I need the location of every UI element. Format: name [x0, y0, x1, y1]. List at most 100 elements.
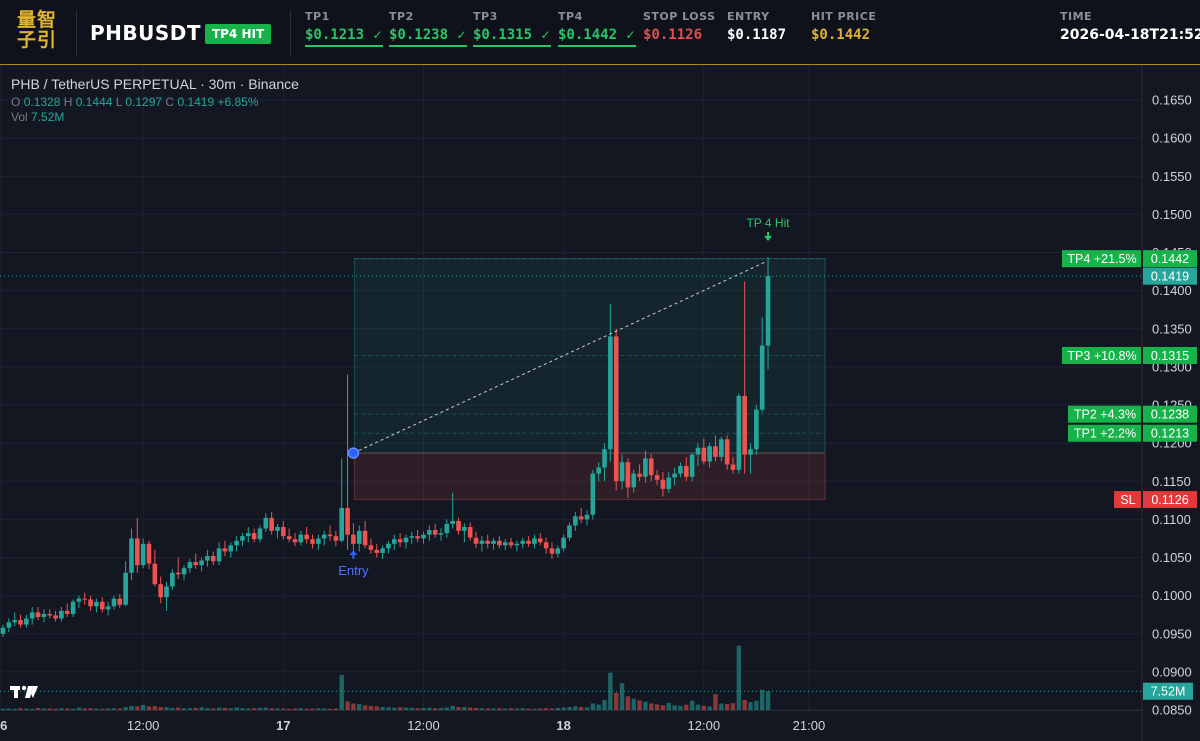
- volume-bar: [88, 708, 93, 710]
- candle-body: [473, 537, 479, 544]
- volume-bar: [631, 698, 636, 710]
- candle-body: [339, 507, 345, 541]
- volume-bar: [298, 708, 304, 710]
- candle-body: [70, 601, 76, 614]
- candle-body: [59, 610, 64, 619]
- volume-bar: [538, 708, 543, 710]
- candle-body: [759, 345, 765, 410]
- volume-bar: [76, 707, 82, 710]
- candle-body: [6, 622, 12, 628]
- volume-bar: [748, 702, 753, 710]
- chart-legend-title: PHB / TetherUS PERPETUAL · 30m · Binance: [11, 76, 299, 92]
- volume-bar: [491, 708, 496, 710]
- candle-body: [713, 446, 718, 457]
- volume-bar: [596, 704, 601, 710]
- candle-body: [625, 462, 631, 488]
- volume-bar: [672, 705, 677, 710]
- volume-bar: [561, 707, 566, 710]
- candle-body: [298, 534, 304, 543]
- close-label: C: [165, 95, 175, 109]
- volume-bar: [59, 708, 64, 710]
- candle-body: [82, 598, 88, 600]
- candle-body: [41, 613, 47, 617]
- volume-bar: [555, 707, 560, 710]
- volume-bar: [70, 708, 76, 710]
- field-tp4: TP4 $0.1442 ✓: [558, 10, 636, 47]
- field-value: $0.1315 ✓: [473, 27, 551, 47]
- candle-body: [567, 525, 572, 538]
- candle-body: [491, 540, 496, 544]
- volume-bar: [409, 707, 414, 710]
- candle-body: [707, 446, 712, 462]
- volume-tag-label: 7.52M: [1151, 685, 1186, 699]
- hit-annotation-label: TP 4 Hit: [746, 216, 790, 230]
- candle-body: [765, 276, 771, 346]
- candle-body: [438, 533, 444, 535]
- volume-bar: [82, 708, 87, 710]
- price-chart[interactable]: Entry TP 4 Hit 0.1650 0.1600 0.1550 0.1500 0.1…: [0, 65, 1200, 741]
- price-tag: [1143, 346, 1197, 364]
- volume-bar: [240, 708, 245, 710]
- candle-body: [386, 543, 391, 549]
- candle-body: [356, 530, 362, 544]
- tradingview-logo-icon: [10, 685, 38, 698]
- volume-bar: [578, 707, 584, 710]
- candle-body: [520, 540, 526, 544]
- volume-bar: [193, 707, 198, 710]
- candle-body: [18, 620, 23, 625]
- candle-body: [187, 562, 193, 569]
- entry-marker: [347, 447, 360, 459]
- candle-body: [397, 539, 403, 543]
- volume-bar: [619, 683, 625, 710]
- volume-bar: [170, 707, 175, 710]
- candle-body: [135, 538, 140, 566]
- candle-body: [0, 627, 6, 634]
- volume-bar: [333, 708, 339, 710]
- volume-bar: [246, 708, 251, 710]
- field-time: TIME 2026-04-18T21:52: [1060, 10, 1200, 43]
- field-tp2: TP2 $0.1238 ✓: [389, 10, 467, 47]
- candle-body: [719, 439, 724, 457]
- price-tag-label: 0.1126: [1151, 493, 1188, 507]
- volume-bar: [35, 707, 41, 710]
- volume-bar: [292, 708, 298, 710]
- volume-bar: [573, 706, 578, 710]
- candle-body: [321, 534, 327, 539]
- candle-body: [701, 447, 707, 462]
- volume-bar: [649, 703, 654, 710]
- logo-line-2: 子引: [16, 29, 57, 51]
- volume-bar: [403, 707, 409, 710]
- volume-bar: [53, 708, 58, 710]
- candle-body: [216, 548, 222, 562]
- volume-bar: [6, 708, 12, 710]
- volume-bar: [12, 708, 17, 710]
- field-label: TP1: [305, 10, 330, 23]
- volume-bar: [468, 707, 473, 710]
- divider: [290, 10, 291, 56]
- volume-bar: [590, 703, 596, 710]
- volume-bar: [427, 707, 432, 710]
- candle-body: [111, 598, 117, 607]
- check-icon: ✓: [456, 28, 467, 42]
- candle-body: [596, 467, 601, 474]
- volume-bar: [257, 707, 263, 710]
- volume-bar: [432, 708, 438, 710]
- volume-bar: [100, 708, 105, 710]
- volume-bar: [111, 708, 117, 710]
- volume-bar: [41, 708, 47, 710]
- entry-arrow-icon: [349, 550, 358, 559]
- volume-bar: [222, 707, 228, 710]
- candle-body: [695, 447, 701, 455]
- candle-body: [333, 536, 339, 541]
- volume-bar: [216, 707, 222, 710]
- candle-body: [181, 568, 187, 575]
- volume-bar: [689, 700, 695, 710]
- candle-body: [351, 534, 356, 544]
- candle-body: [654, 475, 660, 480]
- candle-body: [730, 464, 736, 470]
- volume-bar: [508, 708, 514, 710]
- candle-body: [608, 336, 613, 450]
- candle-body: [678, 466, 683, 474]
- candle-body: [660, 479, 666, 489]
- volume-bar: [438, 707, 444, 710]
